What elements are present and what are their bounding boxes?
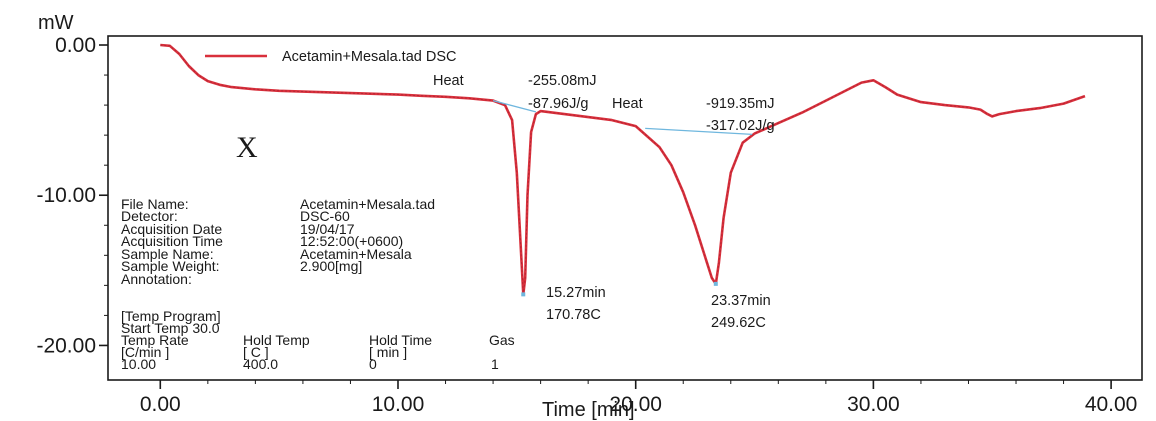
info-file-name-value: Acetamin+Mesala.tad	[300, 196, 435, 212]
info-unit-hold-temp: [ C ]	[243, 344, 269, 360]
legend-label: Acetamin+Mesala.tad DSC	[282, 49, 456, 65]
peak-marker	[713, 281, 718, 286]
peak-marker	[521, 292, 526, 297]
info-val-hold-time: 0	[369, 356, 377, 372]
info-file-name-label: File Name:	[121, 196, 189, 212]
info-acq-date-label: Acquisition Date	[121, 221, 222, 237]
info-val-gas: 1	[491, 356, 499, 372]
x-tick-label: 30.00	[847, 393, 900, 416]
dsc-curve-core	[160, 44, 1086, 295]
info-sample-name-value: Acetamin+Mesala	[300, 246, 412, 262]
peak-markers	[521, 281, 718, 297]
peak2-temp: 249.62C	[711, 315, 766, 331]
info-sample-name-label: Sample Name:	[121, 246, 214, 262]
peak1-energy: -255.08mJ	[528, 73, 597, 89]
info-annotation-label: Annotation:	[121, 271, 192, 287]
peak2-time: 23.37min	[711, 293, 771, 309]
peak1-temp: 170.78C	[546, 307, 601, 323]
peak-baselines	[492, 99, 753, 136]
peak1-heat-label: Heat	[433, 73, 464, 89]
x-tick-label: 10.00	[372, 393, 425, 416]
x-axis-title: Time [min]	[542, 399, 635, 421]
info-val-rate: 10.00	[121, 356, 156, 372]
x-axis-ticks: 0.00 10.00 20.00 30.00 40.00	[140, 380, 1138, 416]
info-unit-rate: [C/min ]	[121, 344, 169, 360]
baseline-line	[645, 127, 753, 136]
info-acq-time-label: Acquisition Time	[121, 233, 223, 249]
info-detector-value: DSC-60	[300, 208, 350, 224]
peak1-specific: -87.96J/g	[528, 96, 588, 112]
y-axis-unit: mW	[38, 12, 74, 34]
info-acq-date-value: 19/04/17	[300, 221, 355, 237]
info-sample-weight-label: Sample Weight:	[121, 258, 220, 274]
x-tick-label: 40.00	[1085, 393, 1138, 416]
y-tick-label: 0.00	[55, 34, 96, 57]
info-detector-label: Detector:	[121, 208, 178, 224]
info-hdr-gas: Gas	[489, 332, 515, 348]
info-block: File Name: Acetamin+Mesala.tad Detector:…	[121, 196, 515, 372]
baseline-line	[492, 99, 537, 113]
info-temp-program: [Temp Program]	[121, 308, 221, 324]
x-tick-label: 0.00	[140, 393, 181, 416]
peak2-heat-label: Heat	[612, 96, 643, 112]
info-hdr-rate: Temp Rate	[121, 332, 189, 348]
peak2-specific: -317.02J/g	[706, 118, 775, 134]
plot-frame	[107, 35, 1143, 381]
y-tick-label: -10.00	[36, 184, 96, 207]
info-start-temp: Start Temp 30.0	[121, 320, 220, 336]
info-val-hold-temp: 400.0	[243, 356, 278, 372]
dsc-curve	[160, 43, 1086, 296]
y-axis-ticks: 0.00 -10.00 -20.00	[36, 34, 108, 357]
info-hdr-hold-temp: Hold Temp	[243, 332, 310, 348]
x-tick-label: 20.00	[609, 393, 662, 416]
info-sample-weight-value: 2.900[mg]	[300, 258, 362, 274]
info-hdr-hold-time: Hold Time	[369, 332, 432, 348]
y-tick-label: -20.00	[36, 334, 96, 357]
info-acq-time-value: 12:52:00(+0600)	[300, 233, 403, 249]
info-unit-hold-time: [ min ]	[369, 344, 407, 360]
mark-x: X	[236, 131, 258, 164]
peak2-energy: -919.35mJ	[706, 96, 775, 112]
peak1-time: 15.27min	[546, 285, 606, 301]
